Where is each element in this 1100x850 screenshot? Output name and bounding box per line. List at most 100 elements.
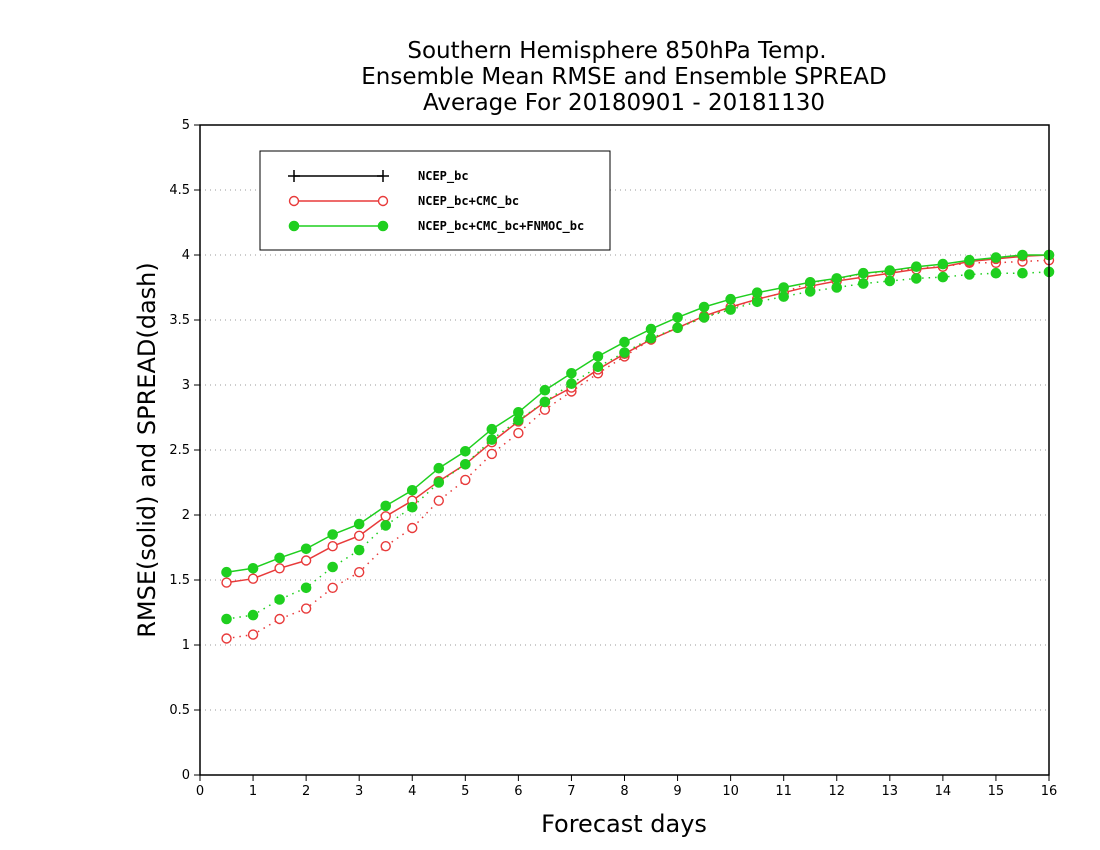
- legend-label: NCEP_bc+CMC_bc+FNMOC_bc: [418, 219, 584, 234]
- x-tick-label: 8: [620, 784, 628, 799]
- series-2-spread-point: [300, 582, 312, 594]
- legend-entries: NCEP_bc NCEP_bc+CMC_bc NCEP_bc+CMC_bc+FNMO…: [288, 169, 584, 234]
- series-2-rmse-point: [592, 351, 604, 362]
- series-1-spread-point: [300, 603, 312, 614]
- y-tick-label: 3.5: [169, 313, 190, 328]
- series-2-spread-point: [990, 267, 1002, 279]
- series-2-rmse-point: [247, 563, 259, 574]
- series-2-rmse-point: [857, 267, 869, 279]
- series-2-rmse-point: [990, 252, 1002, 263]
- legend-marker-start: [288, 195, 300, 207]
- series-2-rmse-point: [406, 485, 418, 496]
- chart-title-line-2: Ensemble Mean RMSE and Ensemble SPREAD: [361, 64, 886, 90]
- series-2-spread-point: [964, 269, 975, 280]
- y-tick-label: 1.5: [169, 573, 190, 588]
- series-2-spread-point: [698, 312, 710, 323]
- series-2-rmse-point: [725, 293, 736, 305]
- series-2-rmse-point: [778, 282, 789, 293]
- series-2-rmse-point: [513, 407, 524, 418]
- series-2-rmse-point: [353, 518, 365, 530]
- series-2-spread-point: [911, 273, 922, 284]
- chart-title-line-3: Average For 20180901 - 20181130: [423, 90, 825, 116]
- series-2-rmse-point: [486, 423, 498, 435]
- series-1-spread-point: [353, 567, 365, 578]
- y-tick-label: 5: [182, 118, 190, 133]
- x-tick-label: 13: [882, 784, 899, 799]
- x-tick-label: 7: [567, 784, 575, 799]
- series-1-spread-point: [327, 582, 338, 593]
- y-tick-label: 1: [182, 638, 190, 653]
- series-2-rmse-point: [911, 261, 922, 273]
- series-2-rmse-point: [698, 301, 710, 313]
- series-1-rmse-point: [300, 555, 312, 566]
- series-2-spread-point: [619, 347, 630, 358]
- y-tick-label: 4.5: [169, 183, 190, 198]
- series-1-spread-line: [226, 259, 1050, 640]
- legend: NCEP_bc NCEP_bc+CMC_bc NCEP_bc+CMC_bc+FNMO…: [259, 150, 611, 251]
- x-tick-label: 9: [673, 784, 681, 799]
- x-tick-label: 15: [988, 784, 1005, 799]
- series-2-rmse-point: [645, 323, 657, 335]
- chart-title-line-1: Southern Hemisphere 850hPa Temp.: [407, 38, 826, 64]
- y-axis-title: RMSE(solid) and SPREAD(dash): [133, 262, 161, 638]
- x-tick-label: 10: [722, 784, 739, 799]
- series-1-rmse-point: [327, 541, 338, 552]
- x-tick-label: 2: [302, 784, 310, 799]
- series-2-spread-point: [274, 594, 285, 605]
- series-1-rmse: [221, 249, 1055, 588]
- series-1-spread-point: [274, 613, 285, 625]
- series-1-spread-point: [460, 474, 471, 486]
- series-1-spread-point: [433, 495, 444, 506]
- x-tick-label: 6: [514, 784, 522, 799]
- y-tick-label: 0.5: [169, 703, 190, 718]
- y-tick-label: 2: [182, 508, 190, 523]
- legend-marker-end: [377, 170, 389, 182]
- series-2-spread-point: [460, 459, 471, 470]
- series-2-spread-point: [433, 477, 445, 488]
- legend-marker-start: [288, 220, 300, 232]
- y-tick-label: 0: [182, 768, 190, 783]
- legend-entry-1: NCEP_bc+CMC_bc: [288, 194, 519, 209]
- series-2-spread-point: [751, 296, 763, 308]
- x-tick-label: 4: [408, 784, 416, 799]
- series-1-rmse-line: [226, 254, 1050, 584]
- legend-label: NCEP_bc+CMC_bc: [418, 194, 519, 209]
- series-2-rmse-point: [619, 336, 630, 348]
- series-2-rmse-point: [1017, 249, 1028, 261]
- series-2-spread-point: [778, 291, 789, 302]
- series-1-spread-point: [407, 522, 418, 534]
- series-2-rmse-point: [831, 273, 843, 284]
- series-2-rmse-point: [327, 529, 338, 540]
- series-1-rmse-point: [247, 573, 259, 584]
- series-2-rmse-point: [274, 552, 285, 564]
- series-2-spread: [221, 266, 1055, 625]
- series-2-rmse-point: [539, 384, 551, 396]
- x-tick-label: 16: [1041, 784, 1058, 799]
- series-2-spread-point: [566, 378, 577, 390]
- legend-marker-end: [377, 220, 389, 232]
- series-1-rmse-point: [221, 577, 232, 588]
- series-2-rmse-point: [964, 254, 975, 266]
- series-2-spread-point: [804, 286, 816, 297]
- series-1-spread-point: [513, 427, 524, 439]
- series-2-spread-line: [226, 271, 1050, 620]
- series-2-spread-point: [725, 304, 736, 315]
- legend-marker-end: [377, 195, 389, 207]
- series-1-rmse-point: [274, 563, 285, 574]
- series-2-rmse-point: [380, 500, 392, 512]
- series-2-rmse-point: [221, 566, 232, 578]
- series-2-spread-point: [353, 544, 365, 556]
- y-tick-label: 2.5: [169, 443, 190, 458]
- series-2-spread-point: [539, 396, 551, 408]
- x-tick-label: 3: [355, 784, 363, 799]
- series-1-spread: [221, 255, 1055, 644]
- y-tick-label: 4: [182, 248, 190, 263]
- series-2-spread-point: [380, 520, 392, 531]
- series-2-rmse-point: [937, 258, 949, 270]
- series-2-spread-point: [672, 322, 683, 334]
- x-tick-label: 14: [935, 784, 952, 799]
- series-1-spread-point: [486, 448, 498, 460]
- series-2-rmse-point: [433, 462, 445, 474]
- series-2-rmse-point: [300, 543, 312, 555]
